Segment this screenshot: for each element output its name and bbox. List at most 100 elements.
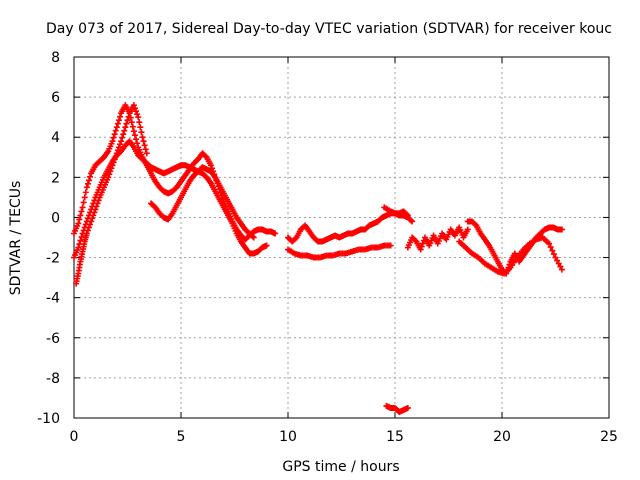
data-point <box>292 235 299 242</box>
data-point <box>84 180 91 187</box>
y-axis-label: SDTVAR / TECUs <box>8 181 24 296</box>
data-point <box>207 162 214 169</box>
data-point <box>549 247 556 254</box>
data-point <box>114 120 121 127</box>
data-point <box>263 242 270 249</box>
data-point <box>140 138 147 145</box>
data-point <box>80 199 87 206</box>
data-point <box>125 113 132 120</box>
data-point <box>557 263 564 270</box>
data-point <box>134 140 141 147</box>
data-point <box>250 234 257 241</box>
data-point <box>83 230 90 237</box>
data-point <box>83 184 90 191</box>
data-point <box>133 108 140 115</box>
data-point <box>93 203 100 210</box>
data-point <box>131 105 138 112</box>
y-tick-label: -8 <box>46 371 60 387</box>
data-point <box>135 114 142 121</box>
x-tick-label: 0 <box>70 429 79 445</box>
series-track-h <box>404 224 471 253</box>
data-point <box>408 217 415 224</box>
data-point <box>111 156 118 163</box>
data-point <box>108 165 115 172</box>
data-point <box>403 211 410 218</box>
data-point <box>106 171 113 178</box>
data-point <box>78 208 85 215</box>
data-point <box>105 174 112 181</box>
data-point <box>95 197 102 204</box>
data-point <box>76 216 83 223</box>
data-point <box>112 127 119 134</box>
data-point <box>85 224 92 231</box>
y-tick-label: 2 <box>51 170 60 186</box>
data-point <box>119 134 126 141</box>
data-point <box>139 134 146 141</box>
x-tick-label: 5 <box>177 429 186 445</box>
data-point <box>550 251 557 258</box>
data-point <box>554 257 561 264</box>
data-point <box>558 226 565 233</box>
data-point <box>94 200 101 207</box>
data-point <box>404 404 411 411</box>
data-point <box>141 142 148 149</box>
data-point <box>202 153 209 160</box>
data-point <box>142 146 149 153</box>
series-track-e <box>285 210 416 245</box>
data-points <box>71 102 565 415</box>
data-point <box>249 233 256 240</box>
data-point <box>464 226 471 233</box>
data-point <box>546 240 553 247</box>
data-point <box>112 153 119 160</box>
data-point <box>137 124 144 131</box>
data-point <box>89 215 96 222</box>
data-point <box>558 266 565 273</box>
x-axis-label: GPS time / hours <box>282 459 399 475</box>
data-point <box>136 119 143 126</box>
data-point <box>121 127 128 134</box>
data-point <box>113 150 120 157</box>
chart-title: Day 073 of 2017, Sidereal Day-to-day VTE… <box>46 21 612 37</box>
data-point <box>120 131 127 138</box>
data-point <box>84 227 91 234</box>
series-track-d <box>148 164 257 241</box>
data-point <box>79 204 86 211</box>
series-track-c <box>73 102 150 287</box>
data-point <box>409 218 416 225</box>
y-tick-label: 6 <box>51 90 60 106</box>
y-tick-label: 8 <box>51 50 60 66</box>
data-point <box>77 212 84 219</box>
series-track-f <box>285 242 394 261</box>
data-point <box>404 212 411 219</box>
x-tick-label: 20 <box>493 429 511 445</box>
data-point <box>107 168 114 175</box>
data-point <box>129 123 136 130</box>
data-point <box>90 212 97 219</box>
data-point <box>138 129 145 136</box>
data-point <box>417 246 424 253</box>
series-track-k <box>383 402 411 415</box>
series-track-j <box>456 234 565 277</box>
data-point <box>124 117 131 124</box>
data-point <box>117 141 124 148</box>
data-point <box>75 220 82 227</box>
data-point <box>115 144 122 151</box>
data-point <box>134 111 141 118</box>
data-point <box>117 113 124 120</box>
data-point <box>419 240 426 247</box>
x-tick-labels: 0 5 10 15 20 25 <box>70 429 618 445</box>
data-point <box>88 218 95 225</box>
data-point <box>110 159 117 166</box>
axis-ticks <box>73 56 610 419</box>
data-point <box>87 221 94 228</box>
data-point <box>118 138 125 145</box>
data-point <box>272 230 279 237</box>
data-point <box>128 119 135 126</box>
data-point <box>115 117 122 124</box>
y-tick-label: 0 <box>51 210 60 226</box>
y-tick-label: -10 <box>37 411 60 427</box>
data-point <box>109 138 116 145</box>
data-point <box>87 173 94 180</box>
data-point <box>555 260 562 267</box>
data-point <box>143 150 150 157</box>
